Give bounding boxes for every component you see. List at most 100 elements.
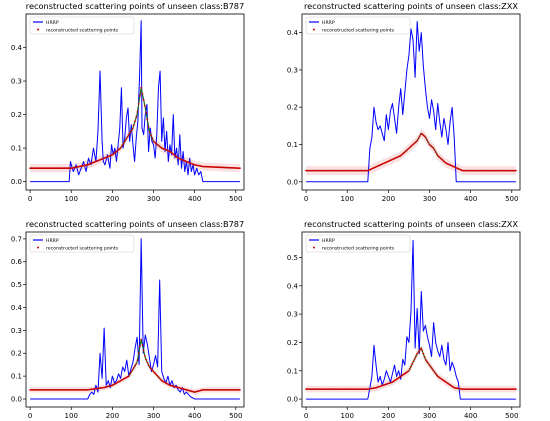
reconstruction-point [411,363,414,365]
reconstruction-point [365,388,368,391]
axes-frame [301,231,521,408]
reconstruction-point [480,388,483,391]
reconstruction-point [490,388,493,391]
axes-frame [301,13,521,191]
reconstruction-point [48,167,51,170]
reconstruction-point [463,169,465,172]
reconstruction-point [120,145,123,148]
reconstruction-point [338,169,341,172]
reconstruction-point [155,142,157,145]
reconstruction-point [505,169,507,172]
reconstruction-point [429,365,432,368]
x-tick-label: 200 [106,412,119,420]
reconstruction-point [437,155,440,157]
legend-recon-label: reconstructed scattering points [46,27,119,33]
reconstruction-point [150,134,152,137]
reconstruction-point [151,137,154,140]
reconstruction-point [464,169,467,172]
reconstruction-point [334,388,337,391]
reconstruction-point [423,135,426,138]
reconstruction-point [222,388,225,391]
y-tick-label: 0.7 [11,235,22,243]
reconstruction-point [348,169,351,172]
plot-area [305,239,517,400]
legend-recon-swatch [37,28,39,31]
reconstruction-point [412,143,415,146]
reconstruction-point [39,167,41,170]
reconstruction-point [64,167,67,170]
reconstruction-point [82,388,85,391]
reconstruction-point [157,144,160,147]
reconstruction-point [204,388,207,391]
reconstruction-point [77,388,80,391]
x-tick-label: 500 [229,412,242,420]
reconstruction-point [361,169,364,172]
reconstruction-point [56,167,59,170]
reconstruction-point [492,169,495,172]
reconstruction-point [316,169,319,172]
reconstruction-point [310,169,312,172]
reconstruction-point [130,129,133,132]
reconstruction-point [434,372,437,375]
reconstruction-point [45,167,48,170]
reconstruction-point [358,169,361,172]
reconstruction-point [63,388,66,391]
reconstruction-band [30,83,240,173]
reconstruction-point [415,355,417,358]
reconstruction-point [417,351,420,353]
reconstruction-point [205,388,208,391]
y-tick-label: 0.3 [287,311,298,319]
reconstruction-point [147,125,150,128]
plot-area [29,238,241,400]
reconstruction-point [34,388,36,391]
reconstruction-point [410,365,412,368]
y-tick-label: 0.6 [11,258,23,266]
x-tick-label: 300 [147,412,160,420]
reconstruction-point [160,378,162,381]
reconstruction-point [432,369,435,372]
y-tick-label: 0.3 [287,66,298,74]
reconstruction-point [481,388,484,391]
reconstruction-points [305,133,517,172]
reconstruction-point [51,388,54,391]
reconstruction-point [232,388,235,391]
reconstruction-point [465,169,468,172]
reconstruction-point [495,169,498,172]
reconstruction-point [436,153,438,156]
reconstruction-point [307,388,310,391]
y-tick-label: 0.2 [11,111,22,119]
reconstruction-point [413,142,416,144]
reconstruction-point [36,167,39,170]
reconstruction-point [72,388,75,391]
reconstruction-point [479,169,482,172]
reconstruction-point [42,167,45,170]
reconstruction-point [83,388,86,391]
reconstruction-point [58,388,61,391]
reconstruction-point [52,167,55,170]
reconstruction-point [29,388,32,391]
reconstruction-point [470,169,473,172]
reconstruction-point [124,139,127,142]
reconstruction-point [218,388,220,391]
reconstruction-point [134,364,136,367]
reconstruction-point [60,167,62,170]
reconstruction-point [238,388,241,391]
reconstruction-point [208,388,210,391]
reconstruction-point [496,388,499,391]
reconstruction-point [355,169,358,172]
reconstruction-point [318,388,321,391]
reconstruction-point [496,169,499,172]
reconstruction-point [78,388,81,391]
reconstruction-point [410,145,412,148]
reconstruction-point [313,388,316,391]
reconstruction-point [358,388,361,391]
reconstruction-point [151,369,154,372]
reconstruction-point [347,169,349,172]
reconstruction-point [113,152,115,155]
reconstruction-point [84,388,87,391]
x-tick-label: 400 [188,195,201,203]
reconstruction-point [347,388,349,391]
reconstruction-point [360,169,363,172]
reconstruction-point [220,388,223,391]
